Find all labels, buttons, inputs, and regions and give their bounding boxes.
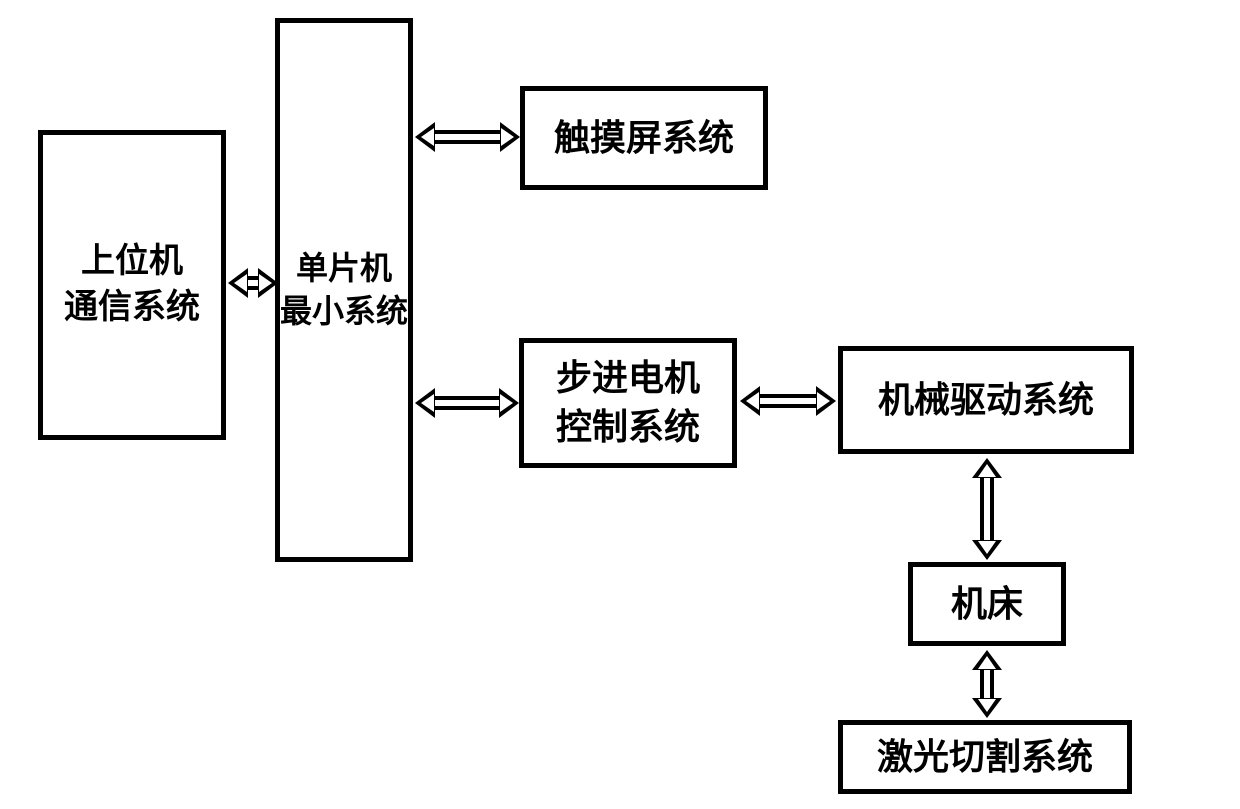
- label-stepper: 步进电机控制系统: [556, 354, 700, 451]
- box-stepper: 步进电机控制系统: [519, 338, 737, 468]
- arrow-mcu-stepper: [415, 388, 519, 418]
- label-mcu: 单片机最小系统: [280, 247, 408, 333]
- label-machine: 机床: [951, 580, 1023, 629]
- label-host: 上位机通信系统: [64, 239, 200, 331]
- label-laser: 激光切割系统: [877, 733, 1093, 782]
- label-touch: 触摸屏系统: [554, 114, 734, 163]
- arrow-host-mcu: [228, 268, 278, 298]
- box-host: 上位机通信系统: [38, 130, 226, 440]
- label-mech: 机械驱动系统: [878, 376, 1094, 425]
- arrow-mech-machine: [972, 458, 1002, 560]
- box-laser: 激光切割系统: [838, 720, 1132, 794]
- box-mcu: 单片机最小系统: [275, 18, 413, 562]
- arrow-mcu-touch: [415, 122, 520, 152]
- box-touch: 触摸屏系统: [520, 86, 768, 190]
- box-mech: 机械驱动系统: [838, 346, 1134, 454]
- arrow-stepper-mech: [740, 386, 836, 416]
- arrow-machine-laser: [972, 650, 1002, 718]
- box-machine: 机床: [908, 562, 1066, 646]
